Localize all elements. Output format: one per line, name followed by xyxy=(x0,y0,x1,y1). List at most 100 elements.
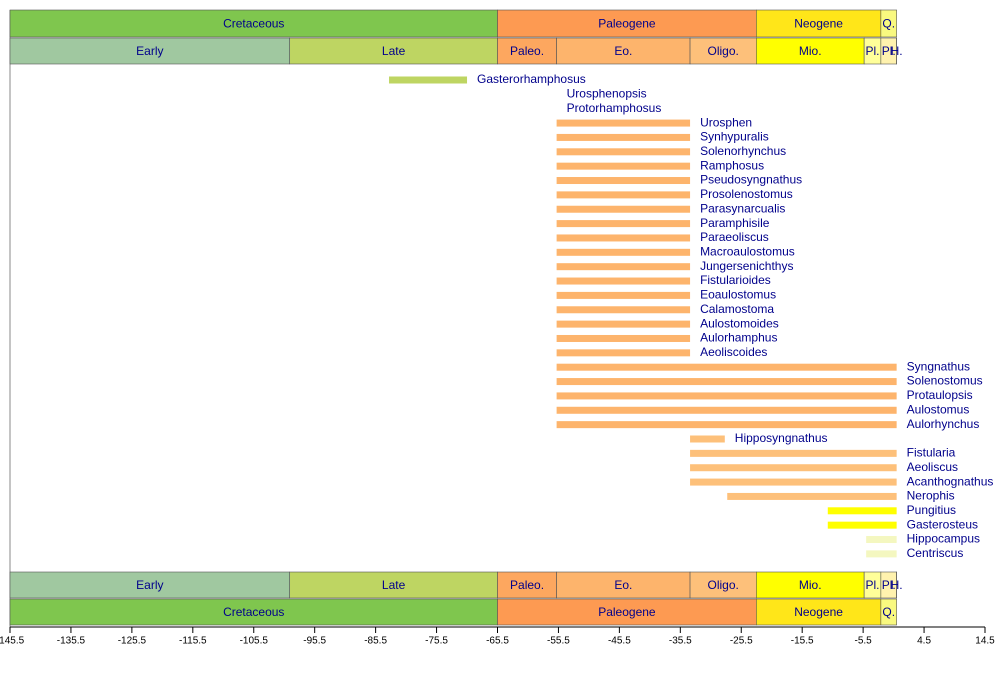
range-bar xyxy=(556,363,897,371)
taxon-label: Pungitius xyxy=(907,503,956,517)
range-bar xyxy=(556,334,691,342)
taxon-label: Urosphenopsis xyxy=(567,87,647,101)
taxon-label: Parasynarcualis xyxy=(700,201,785,215)
taxon-label: Gasterorhamphosus xyxy=(477,72,586,86)
taxon-label: Paramphisile xyxy=(700,216,770,230)
range-bar xyxy=(556,406,897,414)
band-label: Cretaceous xyxy=(223,17,284,31)
x-tick-label: -75.5 xyxy=(425,636,448,647)
band-label: Late xyxy=(382,44,406,58)
x-tick-label: -15.5 xyxy=(791,636,814,647)
band-label: Paleo. xyxy=(510,578,544,592)
range-bar xyxy=(556,133,691,141)
taxon-label: Aulorhamphus xyxy=(700,331,777,345)
epoch-band xyxy=(756,571,865,599)
taxon-label: Urosphen xyxy=(700,115,752,129)
epoch-band xyxy=(9,37,291,65)
band-label: Paleo. xyxy=(510,44,544,58)
band-label: Paleogene xyxy=(598,17,656,31)
taxon-label: Protaulopsis xyxy=(907,388,973,402)
band-label: Neogene xyxy=(794,605,843,619)
taxon-label: Jungersenichthys xyxy=(700,259,793,273)
range-bar xyxy=(556,220,691,228)
range-bar xyxy=(556,248,691,256)
taxon-label: Syngnathus xyxy=(907,359,970,373)
range-bar xyxy=(556,119,691,127)
range-bar xyxy=(556,378,897,386)
band-label: Early xyxy=(136,44,163,58)
range-bar xyxy=(690,464,897,472)
x-tick-label: -45.5 xyxy=(608,636,631,647)
band-label: Cretaceous xyxy=(223,605,284,619)
range-bar xyxy=(690,435,725,443)
range-bar xyxy=(389,76,468,84)
taxon-label: Nerophis xyxy=(907,489,955,503)
taxon-label: Synhypuralis xyxy=(700,130,769,144)
band-label: Q. xyxy=(882,17,895,31)
band-label: Neogene xyxy=(794,17,843,31)
epoch-band xyxy=(497,571,557,599)
range-bar xyxy=(690,478,897,486)
range-bar xyxy=(556,306,691,314)
range-bar xyxy=(556,320,691,328)
x-tick-label: -5.5 xyxy=(855,636,873,647)
band-label: Pl. xyxy=(866,44,880,58)
epoch-band xyxy=(556,571,691,599)
taxon-label: Paraeoliscus xyxy=(700,230,769,244)
taxon-label: Fistularia xyxy=(907,446,956,460)
band-label: H. xyxy=(891,44,903,58)
range-bar xyxy=(556,263,691,271)
taxon-label: Aulostomoides xyxy=(700,316,779,330)
epoch-band xyxy=(9,571,291,599)
x-tick-label: -135.5 xyxy=(57,636,86,647)
range-bar xyxy=(866,536,897,544)
range-bar xyxy=(556,421,897,429)
epoch-band xyxy=(689,571,757,599)
x-tick-label: -25.5 xyxy=(730,636,753,647)
taxon-label: Aulorhynchus xyxy=(907,417,980,431)
band-label: Pl. xyxy=(866,578,880,592)
band-label: Late xyxy=(382,578,406,592)
range-bar xyxy=(556,277,691,285)
taxon-label: Macroaulostomus xyxy=(700,244,795,258)
band-label: Oligo. xyxy=(708,44,739,58)
taxon-label: Fistularioides xyxy=(700,273,771,287)
x-tick-label: -65.5 xyxy=(486,636,509,647)
band-label: Mio. xyxy=(799,44,822,58)
band-label: Paleogene xyxy=(598,605,656,619)
range-bar xyxy=(556,177,691,185)
range-bar xyxy=(690,449,897,457)
taxon-label: Prosolenostomus xyxy=(700,187,793,201)
taxon-label: Hippocampus xyxy=(907,532,980,546)
taxon-label: Aeoliscus xyxy=(907,460,958,474)
period-band xyxy=(9,9,498,38)
x-tick-label: -145.5 xyxy=(0,636,25,647)
band-label: Mio. xyxy=(799,578,822,592)
taxon-label: Aeoliscoides xyxy=(700,345,767,359)
period-band xyxy=(880,9,897,38)
band-label: Pl. xyxy=(882,44,896,58)
x-tick-label: -95.5 xyxy=(303,636,326,647)
epoch-band xyxy=(289,37,498,65)
band-label: Pl. xyxy=(882,578,896,592)
epoch-band xyxy=(756,37,865,65)
taxon-label: Protorhamphosus xyxy=(567,101,662,115)
taxon-label: Solenostomus xyxy=(907,374,983,388)
band-label: H. xyxy=(891,578,903,592)
range-bar xyxy=(827,507,897,515)
taxon-label: Ramphosus xyxy=(700,158,764,172)
x-tick-label: -125.5 xyxy=(118,636,147,647)
taxon-label: Aulostomus xyxy=(907,402,970,416)
band-label: Oligo. xyxy=(708,578,739,592)
taxon-label: Solenorhynchus xyxy=(700,144,786,158)
period-band xyxy=(497,598,757,626)
period-band xyxy=(9,598,498,626)
range-bar xyxy=(556,162,691,170)
range-bar xyxy=(827,521,897,529)
period-band xyxy=(756,598,882,626)
x-tick-label: -85.5 xyxy=(364,636,387,647)
taxon-label: Acanthognathus xyxy=(907,474,994,488)
range-bar xyxy=(556,148,691,156)
x-tick-label: 14.5 xyxy=(975,636,995,647)
range-bar xyxy=(556,205,691,213)
